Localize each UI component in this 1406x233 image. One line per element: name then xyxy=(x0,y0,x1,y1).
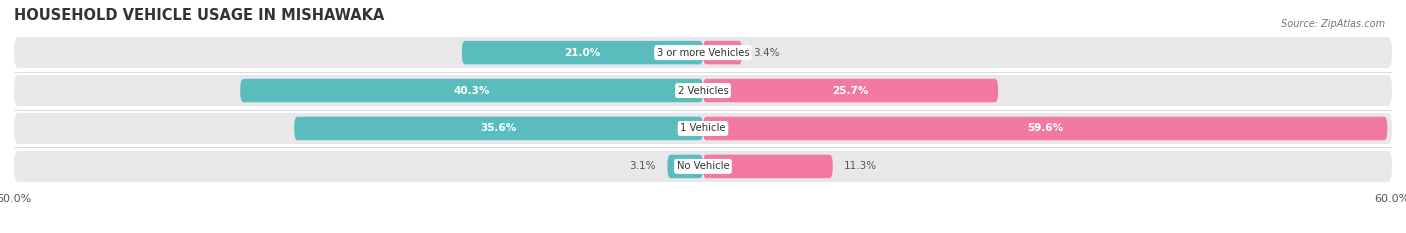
Text: 3.1%: 3.1% xyxy=(630,161,657,171)
Text: 35.6%: 35.6% xyxy=(481,123,517,134)
Text: 1 Vehicle: 1 Vehicle xyxy=(681,123,725,134)
Text: 11.3%: 11.3% xyxy=(844,161,877,171)
Text: No Vehicle: No Vehicle xyxy=(676,161,730,171)
FancyBboxPatch shape xyxy=(461,41,703,64)
FancyBboxPatch shape xyxy=(14,113,1392,144)
Text: 59.6%: 59.6% xyxy=(1028,123,1063,134)
Text: HOUSEHOLD VEHICLE USAGE IN MISHAWAKA: HOUSEHOLD VEHICLE USAGE IN MISHAWAKA xyxy=(14,8,384,23)
FancyBboxPatch shape xyxy=(14,151,1392,182)
FancyBboxPatch shape xyxy=(14,75,1392,106)
FancyBboxPatch shape xyxy=(703,117,1388,140)
Text: 40.3%: 40.3% xyxy=(454,86,489,96)
FancyBboxPatch shape xyxy=(294,117,703,140)
FancyBboxPatch shape xyxy=(14,37,1392,68)
Text: 3.4%: 3.4% xyxy=(754,48,780,58)
FancyBboxPatch shape xyxy=(703,155,832,178)
Text: 2 Vehicles: 2 Vehicles xyxy=(678,86,728,96)
Text: Source: ZipAtlas.com: Source: ZipAtlas.com xyxy=(1281,19,1385,29)
FancyBboxPatch shape xyxy=(703,41,742,64)
FancyBboxPatch shape xyxy=(668,155,703,178)
Text: 3 or more Vehicles: 3 or more Vehicles xyxy=(657,48,749,58)
Text: 25.7%: 25.7% xyxy=(832,86,869,96)
FancyBboxPatch shape xyxy=(703,79,998,102)
Text: 21.0%: 21.0% xyxy=(564,48,600,58)
FancyBboxPatch shape xyxy=(240,79,703,102)
